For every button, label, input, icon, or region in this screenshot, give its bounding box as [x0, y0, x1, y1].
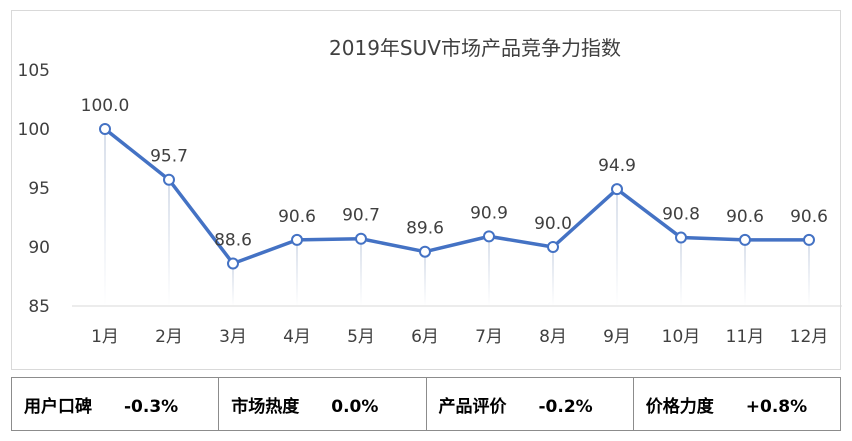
drop-line [360, 238, 362, 306]
drop-lines [104, 129, 810, 306]
metric-value: 0.0% [331, 396, 379, 417]
data-label: 90.6 [726, 207, 764, 227]
x-axis-ticks: 1月 2月 3月 4月 5月 6月 7月 8月 9月 10月 11月 12月 [91, 327, 828, 347]
metric-label: 产品评价 [438, 396, 507, 417]
y-tick-label: 90 [28, 238, 50, 258]
x-tick-label: 11月 [726, 327, 765, 347]
data-label: 90.9 [470, 203, 508, 223]
data-label: 90.0 [534, 214, 572, 234]
x-tick-label: 12月 [790, 327, 829, 347]
data-point [99, 123, 111, 135]
metrics-table: 用户口碑 -0.3% 市场热度 0.0% 产品评价 -0.2% 价格力度 +0.8% [10, 377, 842, 431]
drop-line [552, 247, 554, 306]
drop-line [488, 236, 490, 306]
drop-line [424, 251, 426, 306]
data-point [611, 183, 623, 196]
data-label: 90.8 [662, 205, 700, 225]
metric-value: -0.3% [124, 396, 179, 417]
data-label: 100.0 [81, 96, 130, 116]
series-polyline [103, 127, 811, 266]
data-label: 90.6 [278, 207, 316, 227]
x-tick-label: 4月 [283, 327, 311, 347]
chart-title: 2019年SUV市场产品竞争力指数 [329, 36, 621, 60]
data-label: 90.7 [342, 206, 380, 226]
data-point [739, 233, 751, 246]
metric-value: -0.2% [538, 396, 593, 417]
y-tick-label: 85 [28, 297, 50, 317]
x-tick-label: 2月 [155, 327, 183, 347]
metric-cell: 产品评价 -0.2% [425, 377, 634, 431]
x-tick-label: 8月 [539, 327, 567, 347]
drop-line [296, 239, 298, 306]
x-tick-label: 6月 [411, 327, 439, 347]
x-tick-label: 3月 [219, 327, 247, 347]
x-tick-label: 9月 [603, 327, 631, 347]
line-chart: 2019年SUV市场产品竞争力指数 105 100 95 90 85 100.0 95.7… [18, 36, 842, 347]
x-tick-label: 5月 [347, 327, 375, 347]
x-tick-label: 1月 [91, 327, 119, 347]
data-label: 89.6 [406, 219, 444, 239]
y-tick-label: 95 [28, 179, 50, 199]
metric-label: 价格力度 [645, 396, 714, 417]
data-label: 95.7 [150, 147, 188, 167]
metric-value: +0.8% [745, 396, 808, 417]
data-label: 90.6 [790, 207, 828, 227]
data-labels: 100.0 95.7 88.6 90.6 90.7 89.6 90.9 90.0 94.9 90.… [81, 96, 828, 251]
drop-line [808, 239, 810, 306]
data-point [483, 230, 495, 243]
metrics-row: 用户口碑 -0.3% 市场热度 0.0% 产品评价 -0.2% 价格力度 +0.8% [10, 377, 842, 431]
drop-line [616, 189, 618, 306]
data-point [419, 245, 431, 258]
drop-line [744, 239, 746, 306]
y-tick-label: 105 [18, 61, 50, 81]
data-points [99, 123, 815, 270]
data-point [355, 232, 367, 245]
data-label: 88.6 [214, 231, 252, 251]
drop-line [232, 263, 234, 306]
drop-line [680, 237, 682, 306]
x-tick-label: 7月 [475, 327, 503, 347]
metric-label: 用户口碑 [24, 396, 92, 417]
drop-line [168, 179, 170, 306]
series-line [103, 127, 811, 266]
metric-cell: 价格力度 +0.8% [632, 377, 842, 431]
x-tick-label: 10月 [662, 327, 701, 347]
data-point [675, 231, 687, 244]
data-point [803, 233, 815, 246]
data-point [547, 241, 559, 253]
metric-cell: 市场热度 0.0% [218, 377, 427, 431]
drop-line [104, 129, 106, 306]
y-tick-label: 100 [18, 120, 50, 140]
data-point [291, 233, 303, 246]
data-label: 94.9 [598, 156, 636, 176]
y-axis-ticks: 105 100 95 90 85 [18, 61, 50, 317]
chart-frame [11, 10, 841, 370]
metric-label: 市场热度 [231, 396, 300, 417]
data-point [227, 257, 239, 270]
metric-cell: 用户口碑 -0.3% [10, 377, 220, 431]
data-point [163, 173, 175, 186]
